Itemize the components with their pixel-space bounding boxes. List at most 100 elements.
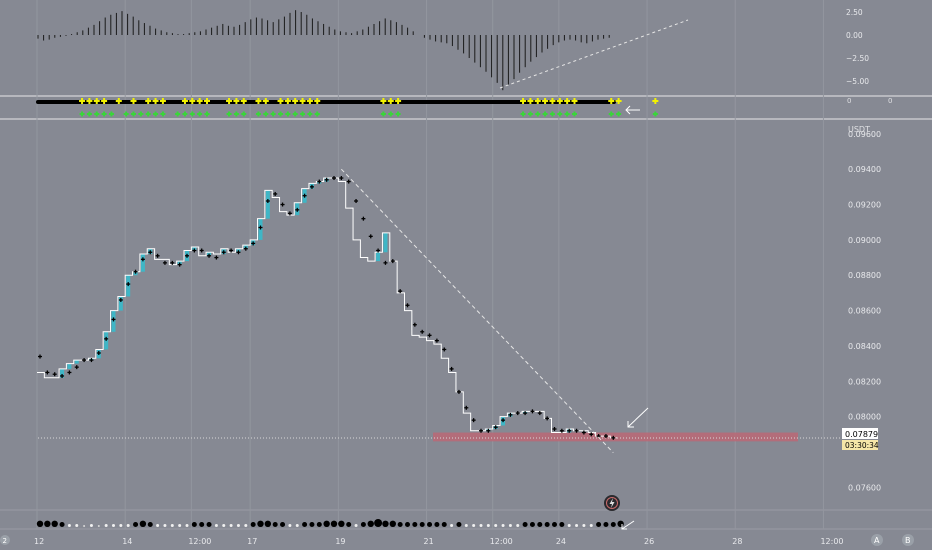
footer: 2 A B bbox=[0, 495, 914, 546]
cross-marker bbox=[603, 434, 608, 439]
cross-marker bbox=[287, 211, 292, 216]
cross-marker bbox=[126, 282, 131, 287]
oscillator-tick-label: −5.00 bbox=[846, 77, 869, 86]
cross-marker bbox=[471, 418, 476, 423]
cross-marker bbox=[574, 428, 579, 433]
volume-dot bbox=[295, 524, 299, 527]
yellow-plus-marker bbox=[395, 98, 402, 104]
volume-dot bbox=[133, 522, 139, 527]
arrow-annotation-signal bbox=[625, 105, 640, 115]
green-plus-marker bbox=[395, 111, 401, 117]
volume-dot bbox=[389, 520, 396, 527]
cross-marker bbox=[339, 176, 344, 181]
price-tick-label: 0.08600 bbox=[848, 307, 881, 316]
volume-dot bbox=[89, 524, 93, 527]
yellow-plus-marker bbox=[615, 98, 622, 104]
volume-dot bbox=[316, 522, 322, 527]
time-tick-label: 17 bbox=[247, 537, 257, 546]
volume-dot bbox=[44, 520, 51, 527]
volume-dot bbox=[257, 520, 264, 527]
green-plus-marker bbox=[564, 111, 570, 117]
time-tick-label: 21 bbox=[424, 537, 434, 546]
cross-marker bbox=[38, 354, 42, 359]
volume-dot bbox=[126, 524, 130, 527]
cross-marker bbox=[581, 430, 586, 435]
oscillator-trendline bbox=[499, 19, 689, 89]
cross-marker bbox=[74, 365, 79, 370]
cross-marker bbox=[332, 176, 336, 181]
yellow-plus-marker bbox=[204, 98, 210, 104]
green-plus-marker bbox=[652, 111, 658, 117]
cross-marker bbox=[302, 193, 307, 198]
volume-dot bbox=[104, 524, 108, 527]
oscillator-pane: 2.50 0.00 −2.50 −5.00 bbox=[37, 8, 869, 91]
price-trendline bbox=[340, 168, 614, 454]
volume-dot bbox=[494, 524, 498, 527]
yellow-plus-marker bbox=[534, 98, 541, 104]
cross-marker bbox=[456, 389, 461, 394]
green-plus-marker bbox=[226, 111, 232, 117]
last-price-bg bbox=[842, 428, 878, 439]
auto-scale-button[interactable] bbox=[871, 534, 883, 546]
left-badge[interactable] bbox=[0, 535, 10, 545]
volume-dot bbox=[441, 522, 447, 527]
cross-marker bbox=[295, 207, 300, 212]
price-pane bbox=[37, 168, 842, 454]
volume-dot bbox=[309, 522, 315, 527]
green-plus-marker bbox=[535, 111, 541, 117]
cross-marker bbox=[317, 179, 322, 184]
cross-marker bbox=[280, 202, 285, 207]
volume-dot bbox=[236, 524, 240, 527]
time-tick-label: 24 bbox=[556, 537, 566, 546]
yellow-plus-marker bbox=[571, 98, 578, 104]
volume-dot bbox=[552, 522, 557, 527]
green-plus-marker bbox=[108, 111, 114, 117]
support-zone bbox=[433, 432, 798, 442]
green-plus-marker bbox=[314, 111, 320, 117]
cross-marker bbox=[192, 248, 197, 253]
lightning-icon[interactable] bbox=[604, 495, 620, 511]
volume-dot bbox=[199, 522, 205, 527]
price-tick-label: 0.09400 bbox=[848, 165, 881, 174]
cross-marker bbox=[207, 253, 212, 258]
volume-dot bbox=[51, 520, 58, 527]
green-plus-marker bbox=[241, 111, 247, 117]
yellow-plus-marker bbox=[93, 98, 100, 104]
volume-dot bbox=[575, 524, 579, 527]
volume-dot bbox=[330, 520, 338, 527]
time-tick-label: 28 bbox=[732, 537, 742, 546]
green-plus-marker bbox=[557, 111, 563, 117]
volume-dot bbox=[302, 522, 308, 527]
yellow-plus-marker bbox=[196, 98, 203, 104]
log-scale-button[interactable] bbox=[902, 534, 914, 546]
volume-dot bbox=[59, 522, 65, 527]
yellow-plus-marker bbox=[152, 98, 159, 104]
time-tick-label: 12:00 bbox=[490, 537, 513, 546]
green-plus-marker bbox=[204, 111, 210, 117]
yellow-plus-marker bbox=[556, 98, 563, 104]
volume-dot bbox=[360, 522, 366, 527]
cross-marker bbox=[354, 199, 359, 203]
cross-marker bbox=[368, 234, 373, 239]
yellow-plus-marker bbox=[527, 98, 534, 104]
cross-marker bbox=[567, 428, 572, 433]
close-step-line bbox=[37, 177, 617, 439]
green-plus-marker bbox=[527, 111, 533, 117]
cross-marker bbox=[589, 432, 594, 437]
cross-marker bbox=[148, 250, 153, 255]
price-tick-label: 0.09200 bbox=[848, 201, 881, 210]
time-tick-label: 12 bbox=[34, 537, 44, 546]
volume-dot bbox=[537, 522, 543, 527]
cross-marker bbox=[162, 260, 167, 265]
volume-dot bbox=[244, 524, 248, 527]
volume-dot bbox=[119, 524, 123, 527]
cross-marker bbox=[60, 373, 65, 378]
green-plus-marker bbox=[307, 111, 313, 117]
cross-marker bbox=[199, 248, 204, 253]
volume-dot bbox=[582, 524, 586, 527]
green-plus-marker bbox=[182, 111, 188, 117]
cross-marker bbox=[243, 246, 248, 251]
cross-marker bbox=[405, 303, 410, 308]
volume-dot bbox=[397, 522, 403, 527]
